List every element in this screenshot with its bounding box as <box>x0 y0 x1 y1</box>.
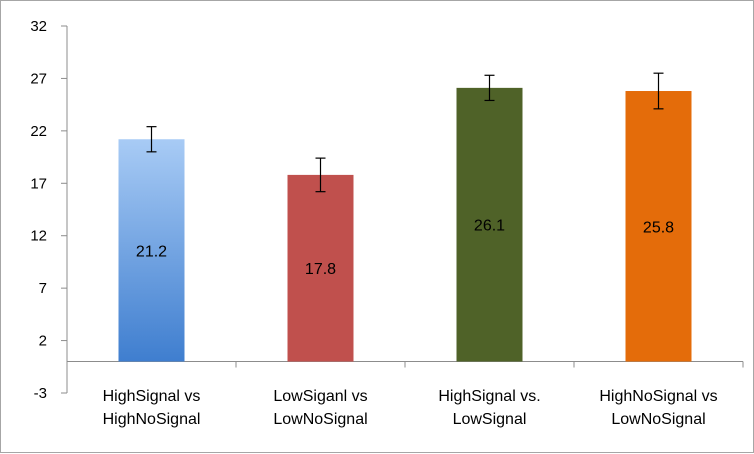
category-label-2-line-0: HighSignal vs. <box>438 388 540 405</box>
data-label-0: 21.2 <box>136 243 167 260</box>
data-label-1: 17.8 <box>305 261 336 278</box>
y-tick-label: 32 <box>30 18 47 35</box>
data-label-3: 25.8 <box>643 219 674 236</box>
y-tick-label: 17 <box>30 175 47 192</box>
category-label-3-line-1: LowNoSignal <box>611 411 705 428</box>
bar-1 <box>287 174 354 362</box>
labels-group: 21.2 HighSignal vs HighNoSignal 17.8 LowSiga… <box>103 218 718 428</box>
data-label-2: 26.1 <box>474 218 505 235</box>
category-label-0-line-1: HighNoSignal <box>103 411 201 428</box>
y-tick-label: 27 <box>30 70 47 87</box>
y-tick-label: 2 <box>39 333 47 350</box>
bar-0 <box>118 139 185 362</box>
bar-3 <box>625 91 692 362</box>
bars-group <box>118 72 692 362</box>
category-label-2-line-1: LowSignal <box>453 411 527 428</box>
y-tick-label: 22 <box>30 123 47 140</box>
y-tick-label: -3 <box>34 385 47 402</box>
category-label-3-line-0: HighNoSignal vs <box>599 388 717 405</box>
category-label-1-line-0: LowSiganl vs <box>273 388 367 405</box>
category-label-0-line-0: HighSignal vs <box>103 388 201 405</box>
y-tick-label: 7 <box>39 280 47 297</box>
category-label-1-line-1: LowNoSignal <box>273 411 367 428</box>
y-tick-label: 12 <box>30 228 47 245</box>
bar-2 <box>456 87 523 362</box>
